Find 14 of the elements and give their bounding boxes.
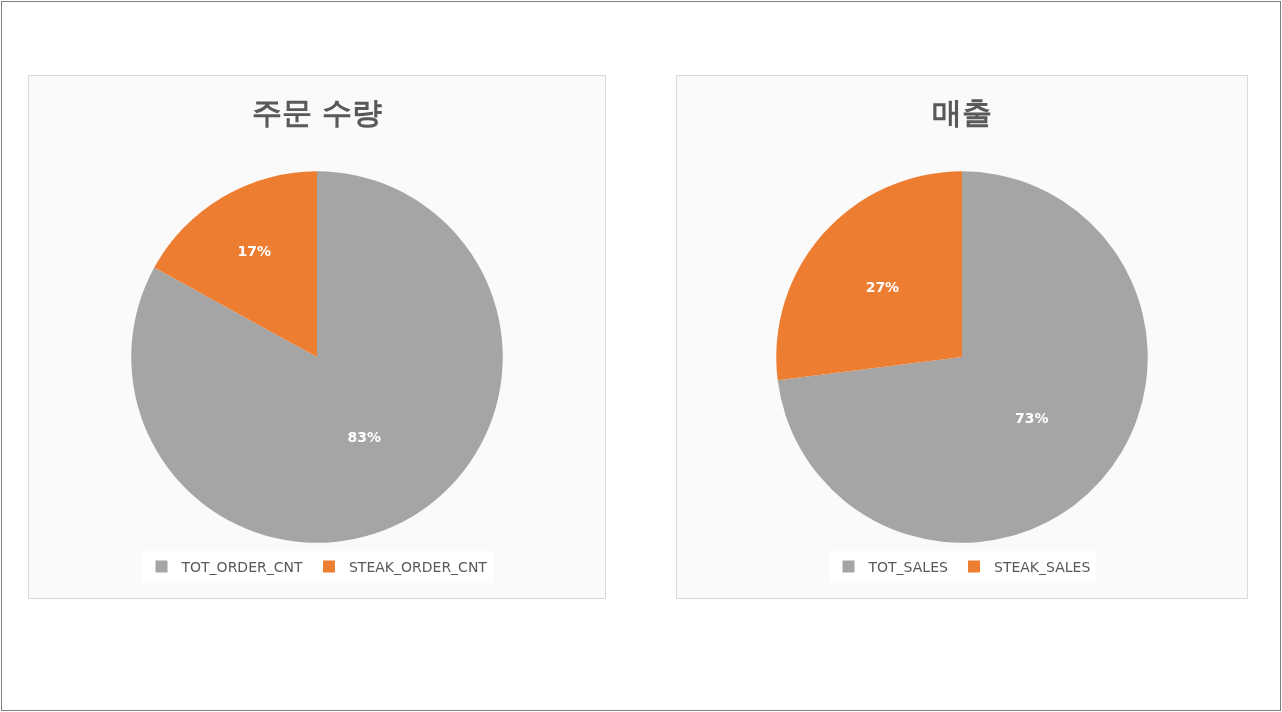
chart-title: 주문 수량 bbox=[251, 95, 383, 131]
legend-label: STEAK_ORDER_CNT bbox=[348, 559, 488, 576]
data-label: 17% bbox=[237, 243, 272, 260]
legend-label: STEAK_SALES bbox=[993, 559, 1091, 576]
legend-label: TOT_SALES bbox=[867, 559, 948, 576]
legend-label: TOT_ORDER_CNT bbox=[180, 559, 303, 576]
data-label: 27% bbox=[865, 278, 900, 295]
pie-slice bbox=[776, 171, 962, 381]
chart-title: 매출 bbox=[932, 95, 992, 131]
pie-slice bbox=[777, 171, 1148, 543]
pie-slice bbox=[131, 171, 503, 543]
data-label: 73% bbox=[1014, 410, 1049, 427]
data-label: 83% bbox=[347, 429, 382, 446]
pie-slice bbox=[154, 171, 317, 358]
